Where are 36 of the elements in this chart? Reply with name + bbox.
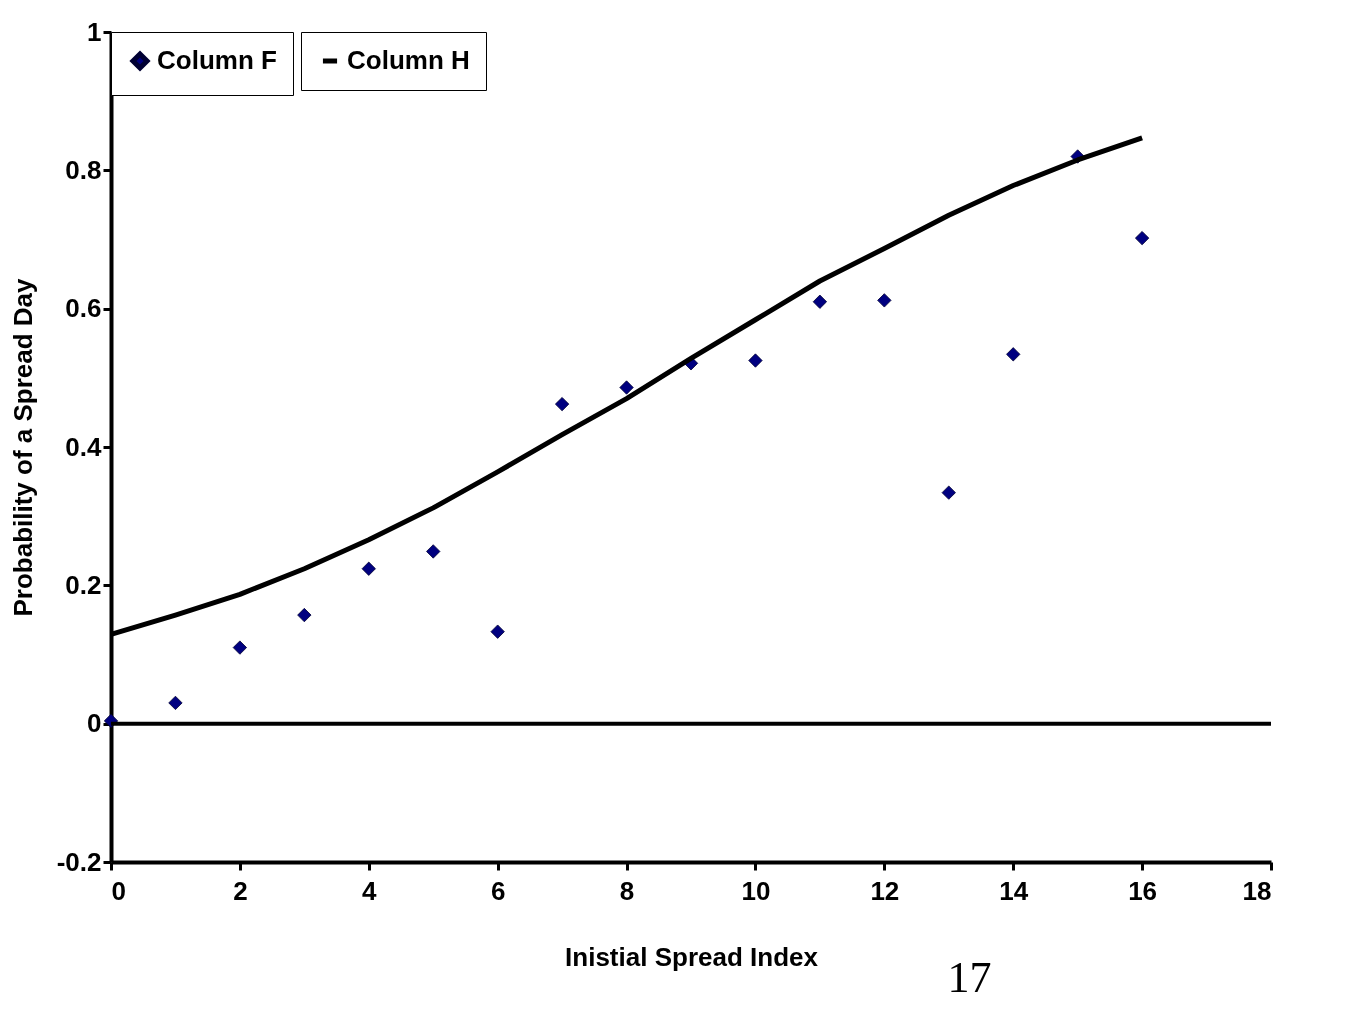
y-tick-label: 1 — [87, 16, 102, 47]
x-tick-label: 10 — [741, 875, 771, 906]
legend-label: Column F — [157, 45, 277, 75]
point — [619, 380, 634, 395]
x-tick-label: 4 — [362, 875, 378, 906]
x-tick-label: 12 — [870, 875, 900, 906]
y-tick-label: 0.8 — [65, 154, 102, 185]
legend-label: Column H — [347, 45, 470, 75]
point — [1006, 347, 1021, 362]
point — [297, 607, 312, 623]
point — [748, 353, 763, 368]
x-tick-label: 18 — [1242, 875, 1272, 906]
x-tick-label: 6 — [490, 875, 506, 906]
point — [941, 485, 956, 500]
point — [168, 695, 183, 711]
x-tick-label: 8 — [619, 875, 635, 906]
y-tick-label: 0.4 — [65, 431, 103, 462]
point — [877, 293, 892, 308]
point — [1135, 231, 1150, 246]
x-axis-title: Inistial Spread Index — [565, 941, 819, 972]
point — [232, 640, 247, 655]
point — [426, 544, 441, 559]
point — [361, 561, 376, 576]
y-tick-label: -0.2 — [56, 846, 102, 877]
x-tick-label: 14 — [999, 875, 1029, 906]
text: 17 — [947, 953, 992, 1002]
x-tick-label: 2 — [233, 875, 248, 906]
y-tick-label: 0.6 — [65, 293, 102, 324]
x-tick-label: 0 — [111, 875, 126, 906]
x-tick-label: 16 — [1128, 875, 1158, 906]
point — [490, 624, 505, 639]
point — [555, 397, 570, 412]
y-tick-label: 0 — [87, 708, 102, 739]
y-axis-title: Probability of a Spread Day — [7, 277, 38, 617]
point — [812, 294, 827, 309]
y-tick-label: 0.2 — [65, 569, 102, 600]
